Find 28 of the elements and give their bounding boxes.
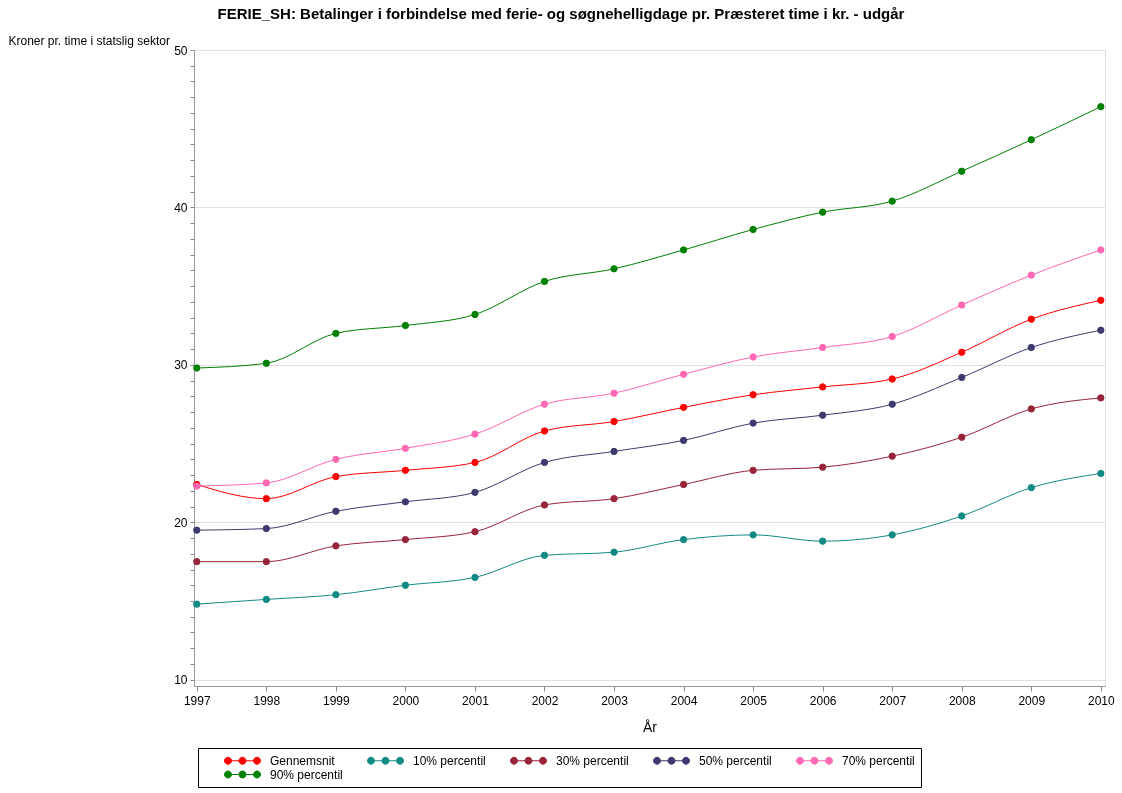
y-tick-label: 20: [174, 515, 188, 530]
legend-label: 70% percentil: [842, 753, 915, 768]
x-tick-label: 1998: [253, 693, 281, 708]
x-axis-title: År: [643, 718, 658, 735]
x-tick-label: 2008: [948, 693, 976, 708]
x-tick-label: 1997: [183, 693, 211, 708]
x-tick-label: 2010: [1087, 693, 1115, 708]
x-tick-label: 2006: [809, 693, 837, 708]
legend-label: 30% percentil: [556, 753, 629, 768]
chart-title: FERIE_SH: Betalinger i forbindelse med ferie- og søgnehelligdage pr. Præsteret time i kr. - udgår: [217, 5, 905, 22]
legend-label: 50% percentil: [699, 753, 772, 768]
x-tick-label: 2000: [392, 693, 420, 708]
x-tick-label: 2009: [1018, 693, 1046, 708]
y-axis-title: Kroner pr. time i statslig sektor: [8, 33, 170, 48]
y-tick-label: 10: [174, 673, 188, 688]
x-tick-label: 2003: [601, 693, 629, 708]
x-tick-label: 2007: [879, 693, 907, 708]
x-tick-label: 2004: [670, 693, 698, 708]
x-tick-label: 2005: [740, 693, 768, 708]
y-tick-label: 50: [174, 43, 188, 58]
x-tick-label: 2001: [462, 693, 490, 708]
legend-label: 90% percentil: [270, 767, 343, 782]
x-tick-label: 2002: [531, 693, 559, 708]
x-tick-label: 1999: [323, 693, 351, 708]
legend-label: Gennemsnit: [270, 753, 336, 768]
legend-label: 10% percentil: [413, 753, 486, 768]
y-tick-label: 40: [174, 200, 188, 215]
y-tick-label: 30: [174, 358, 188, 373]
